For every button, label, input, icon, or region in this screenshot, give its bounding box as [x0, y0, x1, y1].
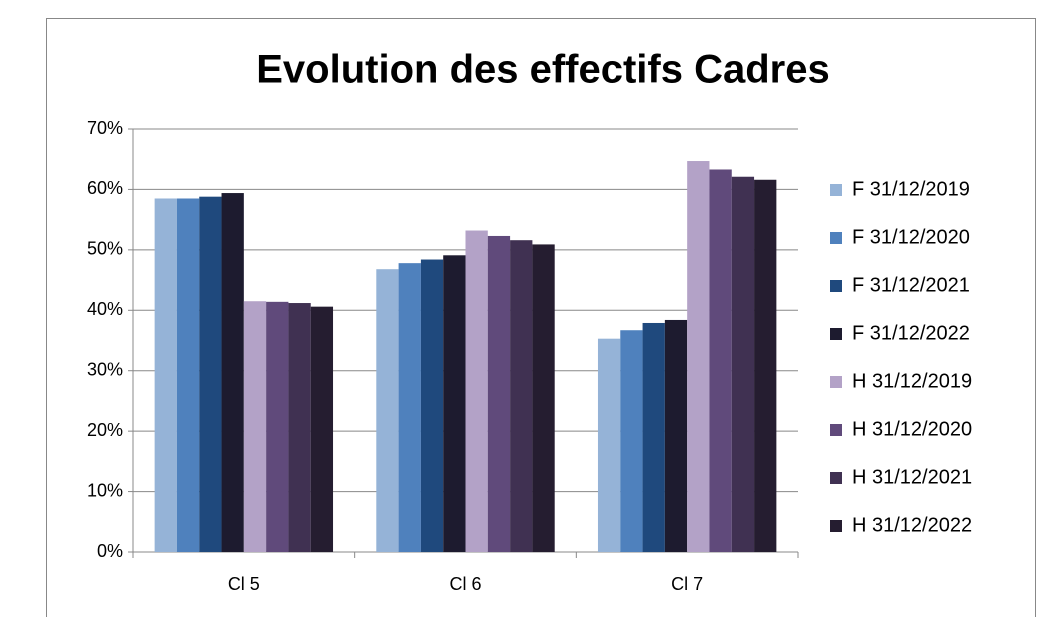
bar	[199, 196, 222, 552]
legend-label: H 31/12/2022	[852, 514, 972, 536]
legend-label: H 31/12/2021	[852, 466, 972, 488]
legend-swatch	[830, 424, 842, 436]
bar	[754, 179, 777, 552]
legend-swatch	[830, 280, 842, 292]
bar	[465, 230, 488, 552]
bar	[620, 330, 643, 552]
bar	[266, 301, 289, 552]
bar	[532, 244, 555, 552]
bar	[288, 303, 311, 552]
bar	[664, 319, 688, 552]
legend-swatch	[830, 232, 842, 244]
legend-label: F 31/12/2022	[852, 322, 970, 344]
legend-label: F 31/12/2020	[852, 226, 970, 248]
bar	[687, 161, 710, 552]
legend-swatch	[830, 472, 842, 484]
legend-label: H 31/12/2019	[852, 370, 972, 392]
y-tick-label: 60%	[87, 178, 123, 198]
bar	[709, 169, 732, 553]
legend-label: F 31/12/2019	[852, 178, 970, 200]
bar	[154, 198, 177, 552]
y-tick-label: 50%	[87, 239, 123, 259]
bar	[487, 235, 511, 553]
bar	[176, 198, 200, 552]
y-tick-label: 40%	[87, 299, 123, 319]
bar	[376, 269, 399, 552]
chart-title: Evolution des effectifs Cadres	[256, 48, 829, 92]
y-tick-label: 10%	[87, 480, 123, 500]
bar	[310, 306, 334, 552]
bar	[420, 259, 444, 552]
y-tick-label: 30%	[87, 359, 123, 379]
y-tick-label: 0%	[97, 541, 123, 561]
bar	[510, 240, 533, 552]
y-tick-label: 20%	[87, 420, 123, 440]
legend-swatch	[830, 376, 842, 388]
legend-swatch	[830, 328, 842, 340]
bar	[597, 338, 621, 552]
legend-swatch	[830, 520, 842, 532]
bar	[221, 193, 244, 552]
bar	[731, 176, 755, 552]
legend-swatch	[830, 184, 842, 196]
bar	[243, 301, 267, 552]
x-tick-label: Cl 6	[449, 574, 481, 594]
x-tick-label: Cl 7	[671, 574, 703, 594]
bar	[398, 263, 421, 552]
legend-label: F 31/12/2021	[852, 274, 970, 296]
legend-label: H 31/12/2020	[852, 418, 972, 440]
x-tick-label: Cl 5	[228, 574, 260, 594]
y-tick-label: 70%	[87, 118, 123, 138]
bar	[642, 322, 665, 552]
bar	[443, 255, 466, 552]
